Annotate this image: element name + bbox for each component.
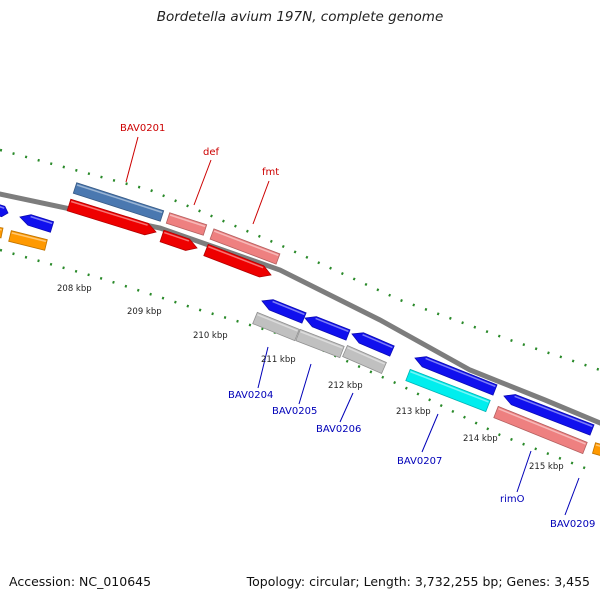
blue-cds-bav0205-highlight	[315, 317, 349, 333]
scale-tick-label: 209 kbp	[127, 307, 162, 317]
scale-labels: 208 kbp 209 kbp 210 kbp 211 kbp 212 kbp …	[57, 284, 564, 472]
leader-line	[516, 450, 532, 493]
orange-cds-bav0209-highlight	[595, 444, 600, 447]
red-cds-bav0201-highlight	[70, 200, 148, 226]
blue-cds-bav0207[interactable]	[414, 356, 498, 396]
steelblue-cds-bav0201[interactable]	[72, 182, 165, 222]
blue-cds-left-highlight	[30, 215, 53, 225]
pink-cds-def-highlight	[169, 214, 206, 228]
gene-label-bav0204[interactable]: BAV0204	[228, 390, 273, 401]
scale-tick-label: 213 kbp	[396, 407, 431, 417]
scale-tick-label: 214 kbp	[463, 434, 498, 444]
gene-labels[interactable]: BAV0201 def fmt BAV0204 BAV0205 BAV0206 …	[120, 123, 595, 530]
blue-cds-left-edge-highlight	[0, 206, 5, 209]
red-cds-fmt[interactable]	[203, 243, 272, 278]
leader-line	[193, 159, 212, 206]
cyan-cds-bav0207-highlight	[410, 370, 489, 403]
scale-tick-label: 208 kbp	[57, 284, 92, 294]
blue-cds-bav0207-highlight	[425, 357, 496, 388]
grey-cds-bav0204-highlight	[257, 313, 298, 332]
blue-cds-rimo-highlight	[514, 395, 593, 428]
leader-line	[257, 346, 269, 389]
red-cds-bav0201[interactable]	[66, 198, 157, 236]
leader-line	[298, 363, 312, 405]
blue-cds-bav0204-highlight	[272, 300, 305, 316]
gene-label-bav0206[interactable]: BAV0206	[316, 424, 361, 435]
orange-cds-left-edge-highlight	[0, 228, 2, 231]
gene-features	[0, 182, 600, 456]
gene-label-bav0209[interactable]: BAV0209	[550, 519, 595, 530]
map-title: Bordetella avium 197N, complete genome	[156, 9, 444, 25]
blue-cds-bav0204[interactable]	[261, 299, 307, 324]
leader-line	[125, 136, 139, 183]
pink-cds-fmt-highlight	[213, 230, 279, 257]
leader-line	[339, 392, 354, 423]
leader-line	[421, 413, 439, 453]
orange-cds-left-edge2[interactable]	[8, 230, 48, 251]
grey-cds-bav0205[interactable]	[295, 328, 345, 359]
red-cds-def[interactable]	[159, 229, 198, 251]
pink-cds-fmt[interactable]	[209, 228, 281, 265]
blue-cds-left[interactable]	[19, 214, 55, 233]
cyan-cds-bav0207[interactable]	[405, 368, 491, 413]
blue-cds-bav0205[interactable]	[304, 316, 351, 341]
blue-cds-bav0206-highlight	[362, 333, 393, 349]
gene-label-fmt[interactable]: fmt	[262, 167, 279, 178]
gene-label-bav0207[interactable]: BAV0207	[397, 456, 442, 467]
pink-cds-rimo-highlight	[498, 407, 586, 445]
label-leader-lines	[125, 136, 580, 516]
gene-label-bav0205[interactable]: BAV0205	[272, 406, 317, 417]
red-cds-fmt-highlight	[208, 245, 264, 269]
red-cds-def-highlight	[163, 231, 190, 242]
scale-tick-label: 210 kbp	[193, 331, 228, 341]
scale-tick-label: 215 kbp	[529, 462, 564, 472]
gene-label-rimo[interactable]: rimO	[500, 494, 525, 505]
blue-cds-bav0206[interactable]	[351, 332, 395, 357]
blue-cds-left-edge[interactable]	[0, 203, 9, 218]
grey-cds-bav0206-highlight	[347, 347, 385, 365]
accession-text: Accession: NC_010645	[9, 574, 152, 589]
gene-label-def[interactable]: def	[203, 147, 220, 158]
scale-tick-label: 211 kbp	[261, 355, 296, 365]
leader-line	[252, 180, 270, 225]
grey-cds-bav0205-highlight	[300, 330, 343, 349]
orange-cds-left-edge2-highlight	[11, 232, 47, 243]
grey-cds-bav0206[interactable]	[342, 344, 387, 375]
blue-cds-rimo[interactable]	[503, 394, 595, 436]
pink-cds-rimo[interactable]	[493, 405, 588, 455]
gene-label-bav0201[interactable]: BAV0201	[120, 123, 165, 134]
orange-cds-left-edge[interactable]	[0, 226, 4, 239]
steelblue-cds-bav0201-highlight	[76, 184, 163, 214]
scale-tick-label: 212 kbp	[328, 381, 363, 391]
leader-line	[564, 477, 580, 516]
pink-cds-def[interactable]	[165, 212, 208, 236]
genome-backbone	[0, 191, 600, 426]
genome-summary-text: Topology: circular; Length: 3,732,255 bp…	[246, 574, 590, 589]
grey-cds-bav0204[interactable]	[252, 311, 300, 342]
